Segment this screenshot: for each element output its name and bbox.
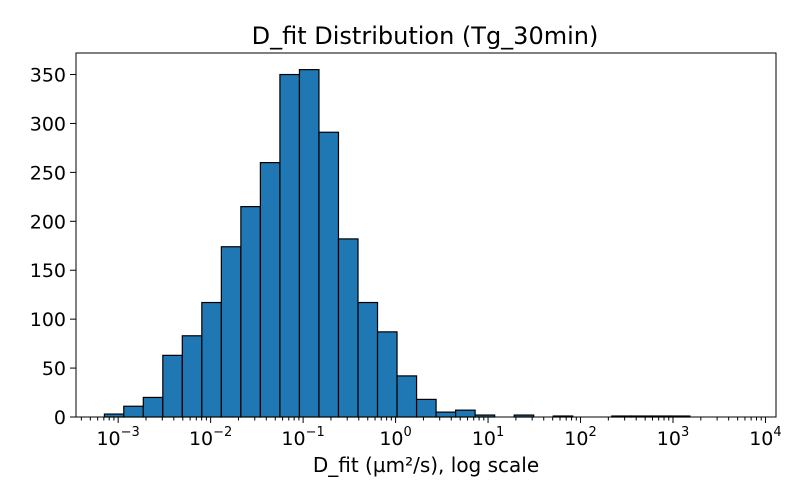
x-tick-label: 102 (564, 425, 596, 450)
histogram-bar (162, 354, 183, 418)
histogram-bar (142, 396, 164, 418)
histogram-bar (455, 409, 476, 418)
plot-frame (75, 52, 777, 418)
x-tick-label: 10−3 (96, 425, 139, 450)
y-tick-label: 100 (30, 309, 66, 331)
histogram-bar (279, 73, 301, 418)
histogram-bar (220, 246, 242, 418)
chart-title: D_fit Distribution (Tg_30min) (252, 22, 599, 50)
histogram-bar (337, 238, 359, 418)
histogram-bar (415, 398, 437, 418)
y-tick-label: 150 (30, 260, 66, 282)
y-tick-label: 300 (30, 113, 66, 135)
histogram-bar (259, 161, 281, 418)
histogram-bar (435, 411, 457, 418)
histogram-bar (396, 375, 418, 418)
x-tick-label: 10−1 (281, 425, 324, 450)
y-tick-label: 0 (54, 407, 66, 429)
bars-group (103, 69, 691, 418)
x-tick-label: 10−2 (189, 425, 232, 450)
histogram-bar (318, 131, 340, 418)
histogram-bar (357, 301, 379, 418)
histogram-bar (240, 206, 261, 418)
y-tick-label: 350 (30, 65, 66, 87)
y-tick-label: 50 (42, 358, 66, 380)
x-axis-label: D_fit (µm²/s), log scale (313, 453, 539, 477)
histogram-bar (376, 331, 398, 418)
y-axis: 0 50 100 150 200 250 300 350 (30, 65, 76, 429)
histogram-bar (181, 335, 203, 418)
histogram-bar (123, 405, 144, 418)
histogram-bar (298, 69, 320, 418)
x-axis: 10−3 10−2 10−1 100 101 102 103 104 (80, 417, 782, 450)
x-tick-label: 100 (379, 425, 411, 450)
x-tick-label: 104 (749, 425, 781, 450)
y-tick-label: 200 (30, 211, 66, 233)
x-tick-label: 103 (657, 425, 689, 450)
x-tick-label: 101 (472, 425, 504, 450)
y-tick-label: 250 (30, 162, 66, 184)
histogram-bar (201, 301, 222, 418)
